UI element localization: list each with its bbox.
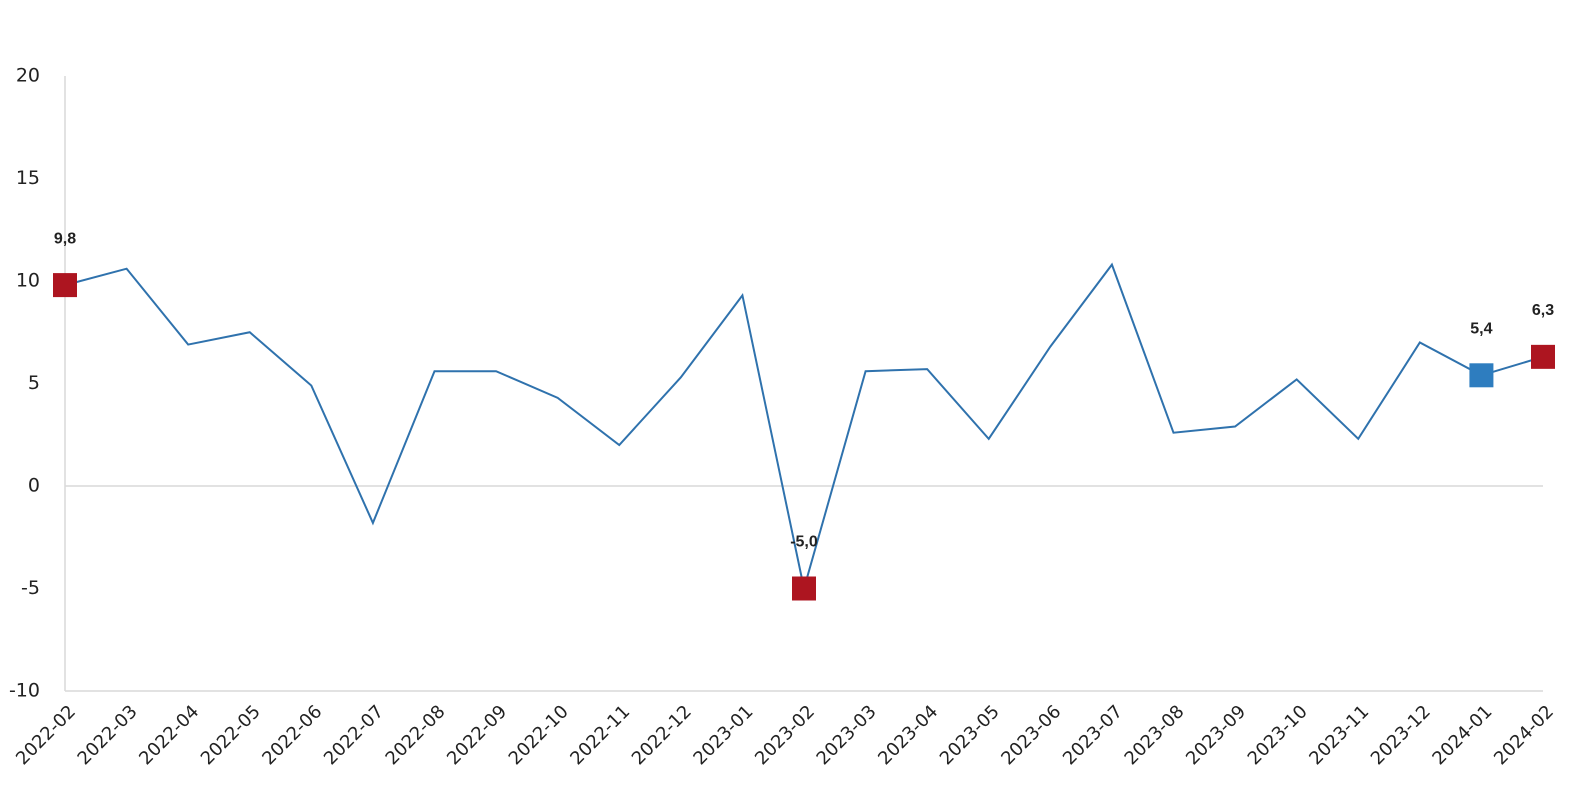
x-tick-label: 2022-07 xyxy=(320,701,388,769)
x-tick-label: 2023-12 xyxy=(1367,701,1435,769)
x-tick-label: 2022-12 xyxy=(628,701,696,769)
x-tick-label: 2023-05 xyxy=(936,701,1004,769)
x-tick-label: 2023-11 xyxy=(1305,701,1373,769)
x-tick-label: 2023-07 xyxy=(1059,701,1127,769)
data-label: -5,0 xyxy=(790,534,818,551)
x-tick-label: 2022-09 xyxy=(443,701,511,769)
x-tick-label: 2022-02 xyxy=(12,701,80,769)
x-tick-label: 2023-06 xyxy=(997,701,1065,769)
x-tick-label: 2022-06 xyxy=(258,701,326,769)
x-tick-label: 2023-04 xyxy=(874,701,942,769)
marker xyxy=(1469,363,1494,388)
y-tick-label: 20 xyxy=(16,65,40,87)
y-tick-label: 15 xyxy=(16,167,40,189)
x-tick-label: 2023-09 xyxy=(1182,701,1250,769)
y-tick-label: 5 xyxy=(28,372,40,394)
x-tick-label: 2022-03 xyxy=(74,701,142,769)
marker xyxy=(792,576,816,601)
x-tick-label: 2022-11 xyxy=(566,701,634,769)
x-tick-label: 2024-01 xyxy=(1428,701,1496,769)
x-tick-label: 2023-10 xyxy=(1244,701,1312,769)
x-tick-label: 2024-02 xyxy=(1490,701,1558,769)
marker xyxy=(53,273,77,298)
y-tick-label: -5 xyxy=(21,577,40,599)
data-label: 5,4 xyxy=(1470,321,1492,338)
x-tick-label: 2023-03 xyxy=(813,701,881,769)
x-tick-label: 2022-04 xyxy=(135,701,203,769)
y-tick-label: -10 xyxy=(9,680,40,702)
data-label: 6,3 xyxy=(1532,302,1554,319)
marker xyxy=(1531,344,1555,369)
x-tick-label: 2022-05 xyxy=(197,701,265,769)
x-tick-label: 2022-08 xyxy=(382,701,450,769)
y-tick-label: 10 xyxy=(16,270,40,292)
data-label: 9,8 xyxy=(54,230,76,247)
x-tick-label: 2022-10 xyxy=(505,701,573,769)
y-tick-label: 0 xyxy=(28,475,40,497)
x-tick-label: 2023-01 xyxy=(689,701,757,769)
x-tick-label: 2023-02 xyxy=(751,701,819,769)
x-tick-label: 2023-08 xyxy=(1121,701,1189,769)
